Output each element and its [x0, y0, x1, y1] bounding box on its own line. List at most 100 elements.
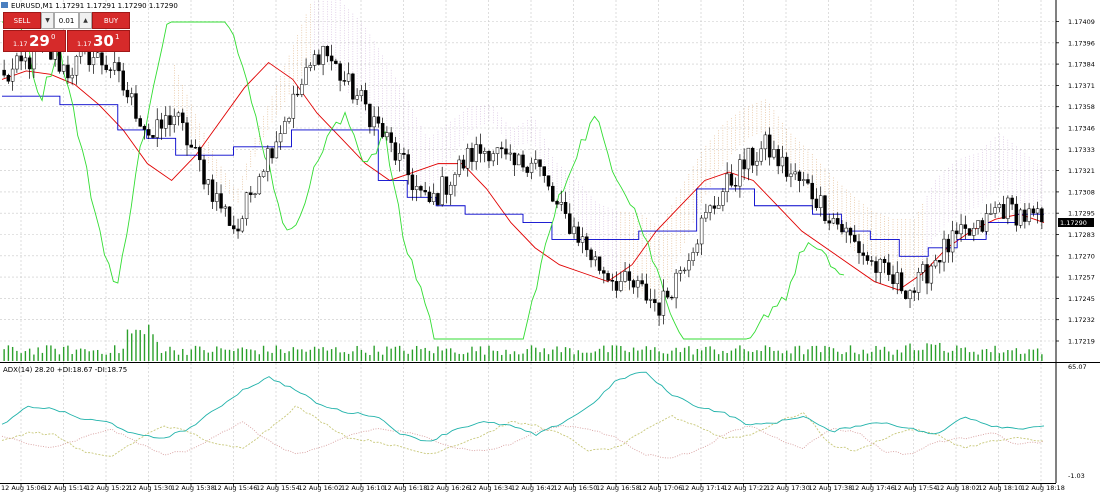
bull-candle — [266, 148, 270, 172]
bear-candle — [542, 166, 547, 176]
adx-info: ADX(14) 28.20 +DI:18.67 -DI:18.75 — [3, 366, 127, 374]
bear-candle — [882, 259, 887, 263]
bear-candle — [657, 302, 661, 316]
bull-candle — [95, 52, 100, 58]
bull-candle — [780, 156, 785, 167]
bear-candle — [670, 296, 674, 299]
bear-candle — [742, 159, 746, 170]
bull-candle — [942, 238, 946, 263]
bull-candle — [921, 264, 925, 273]
bull-candle — [704, 212, 708, 219]
bull-candle — [763, 134, 768, 150]
bear-candle — [767, 134, 772, 158]
bear-candle — [227, 206, 232, 226]
bear-candle — [823, 195, 827, 221]
bull-candle — [61, 64, 66, 72]
bear-candle — [193, 147, 198, 149]
bull-candle — [304, 67, 308, 85]
bull-candle — [465, 148, 470, 169]
bull-candle — [155, 119, 159, 138]
kijun-sen-line — [2, 95, 1044, 257]
bull-candle — [648, 299, 653, 301]
adx-grid — [20, 363, 1042, 483]
bull-candle — [534, 159, 538, 164]
bear-candle — [1001, 204, 1006, 219]
bull-candle — [580, 236, 585, 243]
bear-candle — [499, 147, 504, 150]
ask-pip: 1 — [115, 33, 120, 41]
bear-candle — [568, 213, 572, 234]
price-tick-label: 1.17219 — [1068, 338, 1095, 346]
bull-candle — [385, 132, 389, 138]
bull-candle — [793, 171, 797, 175]
bull-candle — [23, 57, 28, 62]
bear-candle — [232, 225, 236, 230]
bid-prefix: 1.17 — [13, 40, 28, 48]
time-tick-label: 12 Aug 16:02 — [299, 484, 343, 492]
bull-candle — [895, 272, 900, 284]
bull-candle — [746, 147, 751, 170]
bear-candle — [631, 280, 636, 288]
bear-candle — [776, 149, 780, 167]
bear-candle — [108, 69, 113, 71]
bear-candle — [521, 154, 525, 168]
bear-candle — [891, 274, 895, 284]
bull-candle — [755, 160, 759, 166]
bull-candle — [916, 272, 921, 293]
bear-candle — [6, 74, 11, 82]
bear-candle — [538, 159, 542, 167]
bear-candle — [925, 264, 929, 284]
bear-candle — [627, 271, 632, 281]
volume-decrease-button[interactable]: ▼ — [41, 12, 54, 29]
bear-candle — [368, 103, 372, 128]
bull-candle — [772, 149, 776, 158]
bull-candle — [844, 227, 848, 233]
bear-candle — [295, 93, 300, 96]
bull-candle — [372, 116, 376, 128]
time-tick-label: 12 Aug 16:42 — [511, 484, 555, 492]
bear-candle — [546, 175, 551, 187]
bull-candle — [674, 272, 678, 299]
bear-candle — [589, 249, 593, 261]
bear-candle — [338, 63, 342, 81]
buy-button[interactable]: BUY — [92, 12, 130, 29]
sell-button[interactable]: SELL — [3, 12, 41, 29]
price-tick-label: 1.17232 — [1068, 316, 1095, 324]
time-tick-label: 12 Aug 17:06 — [639, 484, 683, 492]
bull-candle — [993, 207, 997, 214]
bull-candle — [414, 186, 419, 191]
bear-candle — [427, 191, 432, 202]
bear-candle — [151, 135, 155, 138]
volume-increase-button[interactable]: ▲ — [79, 12, 92, 29]
bear-candle — [117, 62, 121, 72]
bull-candle — [623, 271, 627, 282]
volume-input[interactable] — [54, 12, 79, 29]
bear-candle — [270, 148, 274, 159]
bear-candle — [134, 93, 138, 119]
bear-candle — [236, 228, 240, 232]
ask-price[interactable]: 1.17 30 1 — [67, 30, 130, 52]
bear-candle — [853, 234, 857, 242]
price-tick-label: 1.17358 — [1068, 103, 1095, 111]
bear-candle — [640, 280, 644, 285]
price-axis: 1.17409 1.17396 1.17384 1.17371 1.17358 1.173… — [1056, 18, 1095, 346]
bear-candle — [870, 260, 874, 262]
bull-candle — [984, 213, 989, 232]
bull-candle — [708, 205, 712, 213]
bear-candle — [125, 89, 130, 98]
bear-candle — [219, 193, 223, 209]
price-tick-label: 1.17270 — [1068, 252, 1095, 260]
ask-prefix: 1.17 — [77, 40, 92, 48]
bear-candle — [857, 241, 861, 254]
bull-candle — [593, 256, 598, 261]
chikou-span-line — [2, 21, 845, 340]
bull-candle — [687, 260, 691, 271]
time-tick-label: 12 Aug 16:26 — [426, 484, 470, 492]
bid-price[interactable]: 1.17 29 0 — [3, 30, 66, 52]
volume-bars — [3, 324, 1043, 361]
plus-di-line — [1, 405, 1045, 457]
bull-candle — [240, 218, 245, 232]
time-tick-label: 12 Aug 15:22 — [86, 484, 130, 492]
bear-candle — [597, 256, 602, 271]
